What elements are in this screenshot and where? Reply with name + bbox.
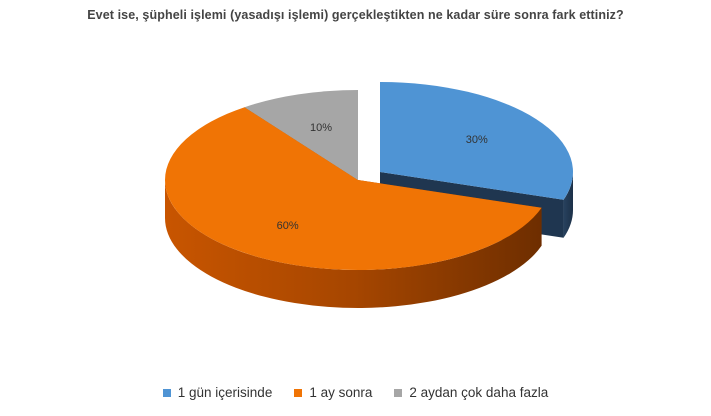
legend-label-1-gun: 1 gün içerisinde xyxy=(177,385,273,400)
legend-item-1-gun: 1 gün içerisinde xyxy=(162,385,273,400)
legend-swatch-blue xyxy=(162,388,171,397)
legend-item-2-ay: 2 aydan çok daha fazla xyxy=(394,385,548,400)
legend-label-2-ay: 2 aydan çok daha fazla xyxy=(409,385,549,400)
legend-swatch-orange xyxy=(294,388,303,397)
pie-side-1-ay-0 xyxy=(165,180,542,308)
pie-slice-1-gun xyxy=(380,82,573,200)
legend-item-1-ay: 1 ay sonra xyxy=(294,385,372,400)
chart-legend: 1 gün içerisinde 1 ay sonra 2 aydan çok … xyxy=(0,385,711,400)
pie-slice-2-ay xyxy=(244,90,358,180)
legend-label-1-ay: 1 ay sonra xyxy=(309,385,373,400)
chart-title: Evet ise, şüpheli işlemi (yasadışı işlem… xyxy=(87,8,624,22)
pie-slice-1-ay xyxy=(164,107,542,271)
pie-side-1-gun-0 xyxy=(563,172,573,238)
pie-label-1-ay: 60% xyxy=(277,220,299,232)
legend-swatch-gray xyxy=(394,388,403,397)
pie-label-2-ay: 10% xyxy=(310,122,332,134)
pie-label-1-gun: 30% xyxy=(466,134,488,146)
